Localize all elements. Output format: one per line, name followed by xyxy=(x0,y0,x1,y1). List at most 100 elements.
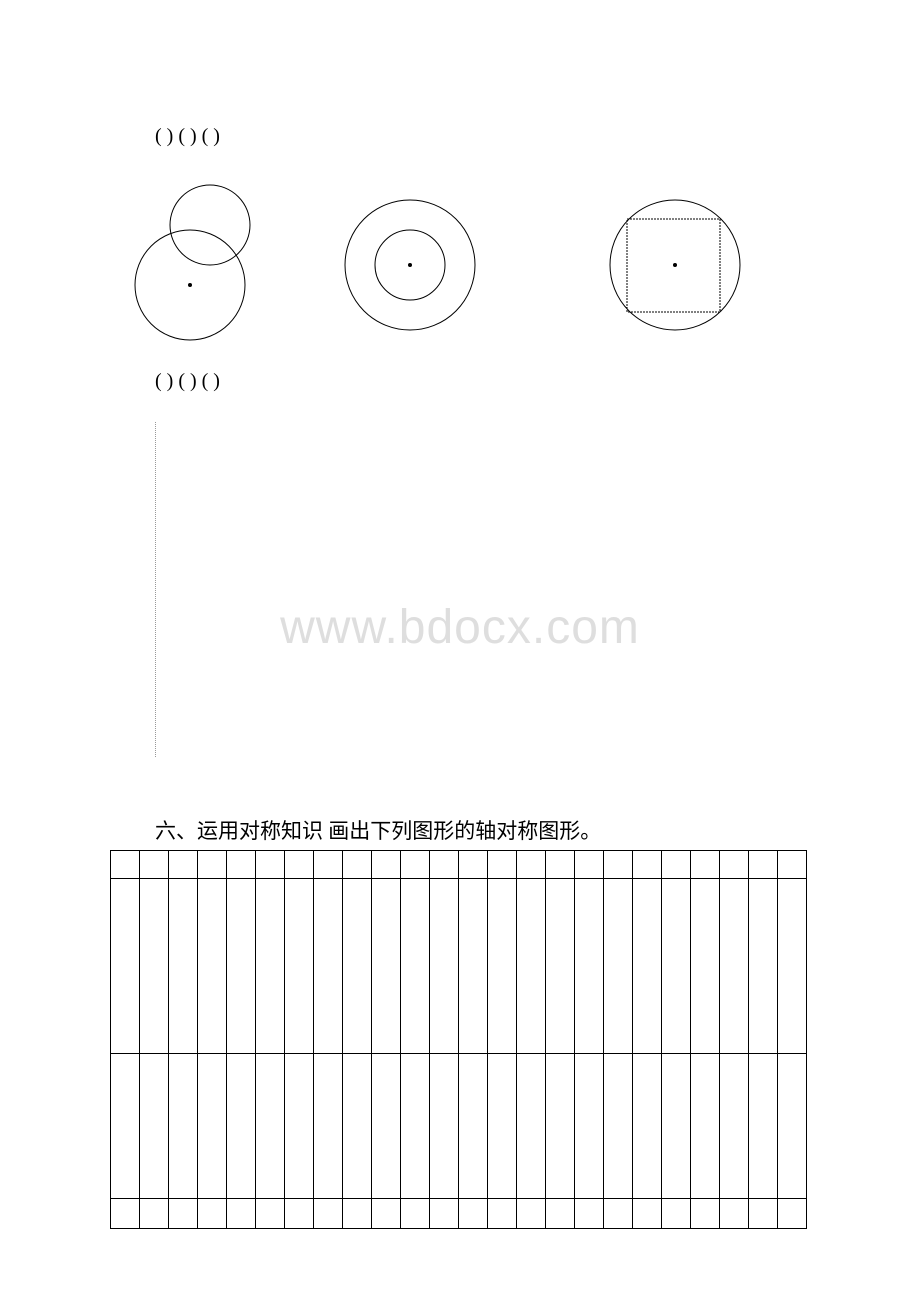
symmetry-grid xyxy=(110,850,807,1229)
grid-cell xyxy=(256,1054,285,1199)
watermark-text: www.bdocx.com xyxy=(0,600,920,655)
grid-cell xyxy=(198,879,227,1054)
grid-cell xyxy=(343,1199,372,1229)
grid-cell xyxy=(720,1199,749,1229)
grid-cell xyxy=(459,1054,488,1199)
grid-cell xyxy=(488,1054,517,1199)
grid-cell xyxy=(604,1054,633,1199)
grid-cell xyxy=(430,1054,459,1199)
grid-cell xyxy=(169,879,198,1054)
grid-cell xyxy=(111,1199,140,1229)
grid-cell xyxy=(633,1054,662,1199)
table-row xyxy=(111,851,807,879)
grid-cell xyxy=(778,1199,807,1229)
grid-cell xyxy=(749,851,778,879)
grid-cell xyxy=(430,851,459,879)
grid-cell xyxy=(662,851,691,879)
grid-cell xyxy=(198,851,227,879)
grid-cell xyxy=(546,1199,575,1229)
grid-cell xyxy=(111,851,140,879)
grid-cell xyxy=(691,1199,720,1229)
grid-cell xyxy=(749,1054,778,1199)
grid-cell xyxy=(488,879,517,1054)
grid-cell xyxy=(285,1054,314,1199)
grid-cell xyxy=(227,851,256,879)
grid-cell xyxy=(720,1054,749,1199)
document-page: ( ) ( ) ( ) ( ) ( ) ( ) www.b xyxy=(0,0,920,1302)
grid-cell xyxy=(256,879,285,1054)
grid-cell xyxy=(546,1054,575,1199)
grid-cell xyxy=(401,1054,430,1199)
grid-cell xyxy=(604,851,633,879)
grid-cell xyxy=(488,1199,517,1229)
table-row xyxy=(111,1199,807,1229)
grid-cell xyxy=(604,1199,633,1229)
grid-cell xyxy=(633,1199,662,1229)
grid-cell xyxy=(778,879,807,1054)
grid-cell xyxy=(575,1199,604,1229)
grid-cell xyxy=(314,1199,343,1229)
grid-cell xyxy=(691,879,720,1054)
grid-cell xyxy=(575,1054,604,1199)
vertical-dotted-line xyxy=(155,422,156,757)
grid-cell xyxy=(662,1054,691,1199)
grid-cell xyxy=(285,879,314,1054)
grid-cell xyxy=(372,1054,401,1199)
grid-cell xyxy=(169,1199,198,1229)
grid-cell xyxy=(749,879,778,1054)
grid-cell xyxy=(604,879,633,1054)
grid-cell xyxy=(227,1054,256,1199)
grid-cell xyxy=(372,1199,401,1229)
grid-cell xyxy=(517,851,546,879)
grid-cell xyxy=(401,851,430,879)
figures-svg xyxy=(110,170,810,350)
grid-cell xyxy=(227,879,256,1054)
grid-cell xyxy=(430,879,459,1054)
grid-cell xyxy=(459,1199,488,1229)
figure-circle-square xyxy=(610,200,740,330)
grid-cell xyxy=(169,851,198,879)
grid-cell xyxy=(198,1054,227,1199)
grid-cell xyxy=(256,851,285,879)
grid-cell xyxy=(140,851,169,879)
figure-overlapping-circles xyxy=(135,185,250,340)
grid-cell xyxy=(343,851,372,879)
grid-cell xyxy=(720,851,749,879)
answer-blanks-2: ( ) ( ) ( ) xyxy=(155,370,220,393)
grid-cell xyxy=(459,879,488,1054)
grid-cell xyxy=(459,851,488,879)
grid-cell xyxy=(140,879,169,1054)
grid-cell xyxy=(285,1199,314,1229)
grid-cell xyxy=(111,1054,140,1199)
grid-cell xyxy=(343,879,372,1054)
grid-cell xyxy=(488,851,517,879)
grid-cell xyxy=(749,1199,778,1229)
grid-cell xyxy=(372,851,401,879)
grid-cell xyxy=(575,879,604,1054)
grid-cell xyxy=(778,1054,807,1199)
grid-cell xyxy=(401,879,430,1054)
grid-cell xyxy=(517,1054,546,1199)
grid-cell xyxy=(111,879,140,1054)
geometry-figures-row xyxy=(110,170,810,340)
table-row xyxy=(111,1054,807,1199)
table-row xyxy=(111,879,807,1054)
section-6-title: 六、运用对称知识 画出下列图形的轴对称图形。 xyxy=(155,815,601,845)
grid-cell xyxy=(662,879,691,1054)
grid-cell xyxy=(372,879,401,1054)
grid-cell xyxy=(778,851,807,879)
grid-cell xyxy=(720,879,749,1054)
grid-cell xyxy=(198,1199,227,1229)
grid-cell xyxy=(633,851,662,879)
grid-cell xyxy=(575,851,604,879)
grid-cell xyxy=(343,1054,372,1199)
grid-cell xyxy=(546,851,575,879)
grid-cell xyxy=(517,1199,546,1229)
grid-cell xyxy=(169,1054,198,1199)
grid-cell xyxy=(633,879,662,1054)
grid-cell xyxy=(227,1199,256,1229)
grid-cell xyxy=(285,851,314,879)
grid-cell xyxy=(401,1199,430,1229)
grid-cell xyxy=(314,851,343,879)
grid-cell xyxy=(256,1199,285,1229)
